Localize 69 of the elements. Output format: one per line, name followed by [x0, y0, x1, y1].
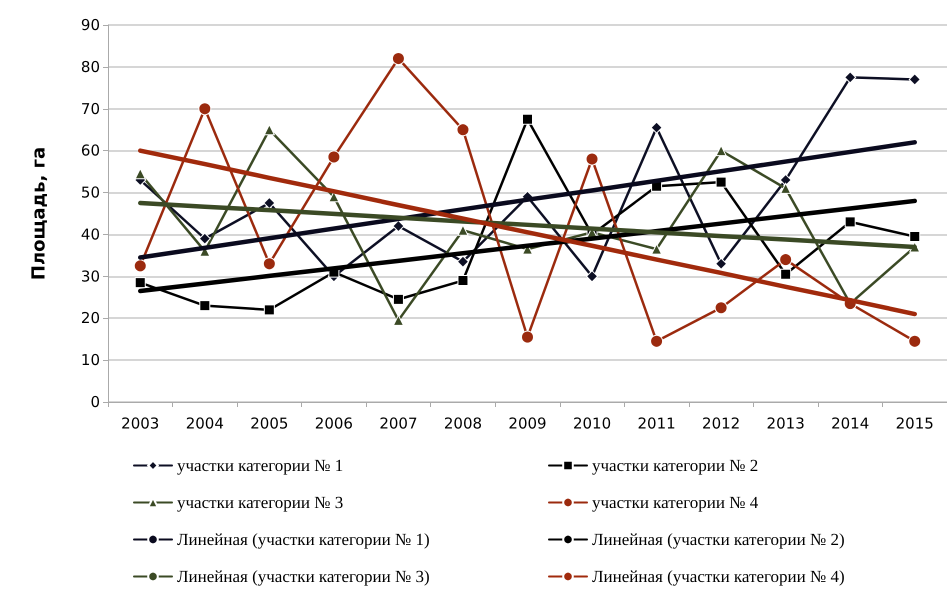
legend-label: Линейная (участки категории № 3)	[177, 567, 430, 586]
point	[714, 301, 728, 314]
legend-label: участки категории № 2	[592, 456, 758, 475]
point	[716, 145, 727, 156]
point	[715, 258, 728, 270]
point	[456, 256, 469, 268]
y-tick-label: 0	[90, 393, 100, 411]
point	[780, 174, 792, 186]
y-axis-title: Площадь, га	[28, 146, 50, 280]
point	[198, 232, 211, 245]
point	[198, 102, 212, 116]
y-tick-label: 90	[80, 16, 100, 34]
point	[908, 334, 922, 348]
point	[134, 168, 146, 180]
point	[716, 176, 727, 188]
y-tick-label: 50	[80, 184, 100, 202]
point	[521, 330, 534, 344]
point	[780, 182, 792, 194]
point	[522, 114, 533, 125]
x-tick-label: 2008	[444, 414, 482, 432]
point	[456, 123, 470, 136]
point	[457, 275, 468, 286]
point	[264, 304, 275, 316]
x-tick-label: 2013	[766, 414, 805, 432]
legend-label: Линейная (участки категории № 1)	[177, 530, 430, 549]
y-tick-label: 80	[80, 58, 100, 76]
point	[779, 253, 792, 266]
x-tick-label: 2014	[831, 414, 870, 432]
point	[908, 73, 921, 86]
point	[586, 152, 599, 166]
legend-label: участки категории № 3	[177, 493, 344, 512]
y-tick-label: 10	[80, 351, 100, 370]
point	[844, 71, 856, 84]
x-tick-label: 2015	[896, 414, 934, 432]
point	[650, 334, 664, 348]
point	[392, 294, 404, 305]
legend-label: Линейная (участки категории № 4)	[592, 567, 845, 586]
point	[651, 244, 662, 255]
x-tick-label: 2007	[379, 414, 418, 432]
x-tick-label: 2011	[637, 414, 676, 432]
point	[586, 270, 598, 282]
point	[392, 52, 405, 66]
x-tick-label: 2010	[572, 414, 612, 432]
y-tick-label: 30	[80, 267, 100, 286]
x-tick-label: 2009	[508, 414, 547, 432]
x-tick-label: 2003	[121, 414, 160, 432]
x-tick-label: 2005	[250, 414, 288, 432]
point	[650, 122, 663, 134]
point	[134, 259, 147, 272]
x-tick-label: 2004	[186, 414, 224, 432]
point	[392, 220, 404, 232]
x-tick-label: 2012	[702, 414, 740, 432]
point	[909, 231, 920, 242]
y-tick-label: 40	[80, 225, 100, 244]
point	[392, 314, 404, 326]
point	[844, 216, 856, 228]
legend-label: участки категории № 1	[177, 456, 344, 475]
point	[134, 277, 146, 288]
point	[199, 300, 210, 312]
y-tick-label: 70	[80, 100, 100, 118]
y-tick-label: 60	[80, 142, 100, 160]
y-tick-label: 20	[80, 309, 100, 328]
point	[327, 150, 340, 164]
point	[262, 257, 276, 270]
legend-label: Линейная (участки категории № 2)	[592, 530, 845, 549]
legend-label: участки категории № 4	[592, 493, 759, 512]
point	[780, 268, 792, 280]
point	[263, 197, 276, 210]
x-tick-label: 2006	[314, 414, 353, 432]
